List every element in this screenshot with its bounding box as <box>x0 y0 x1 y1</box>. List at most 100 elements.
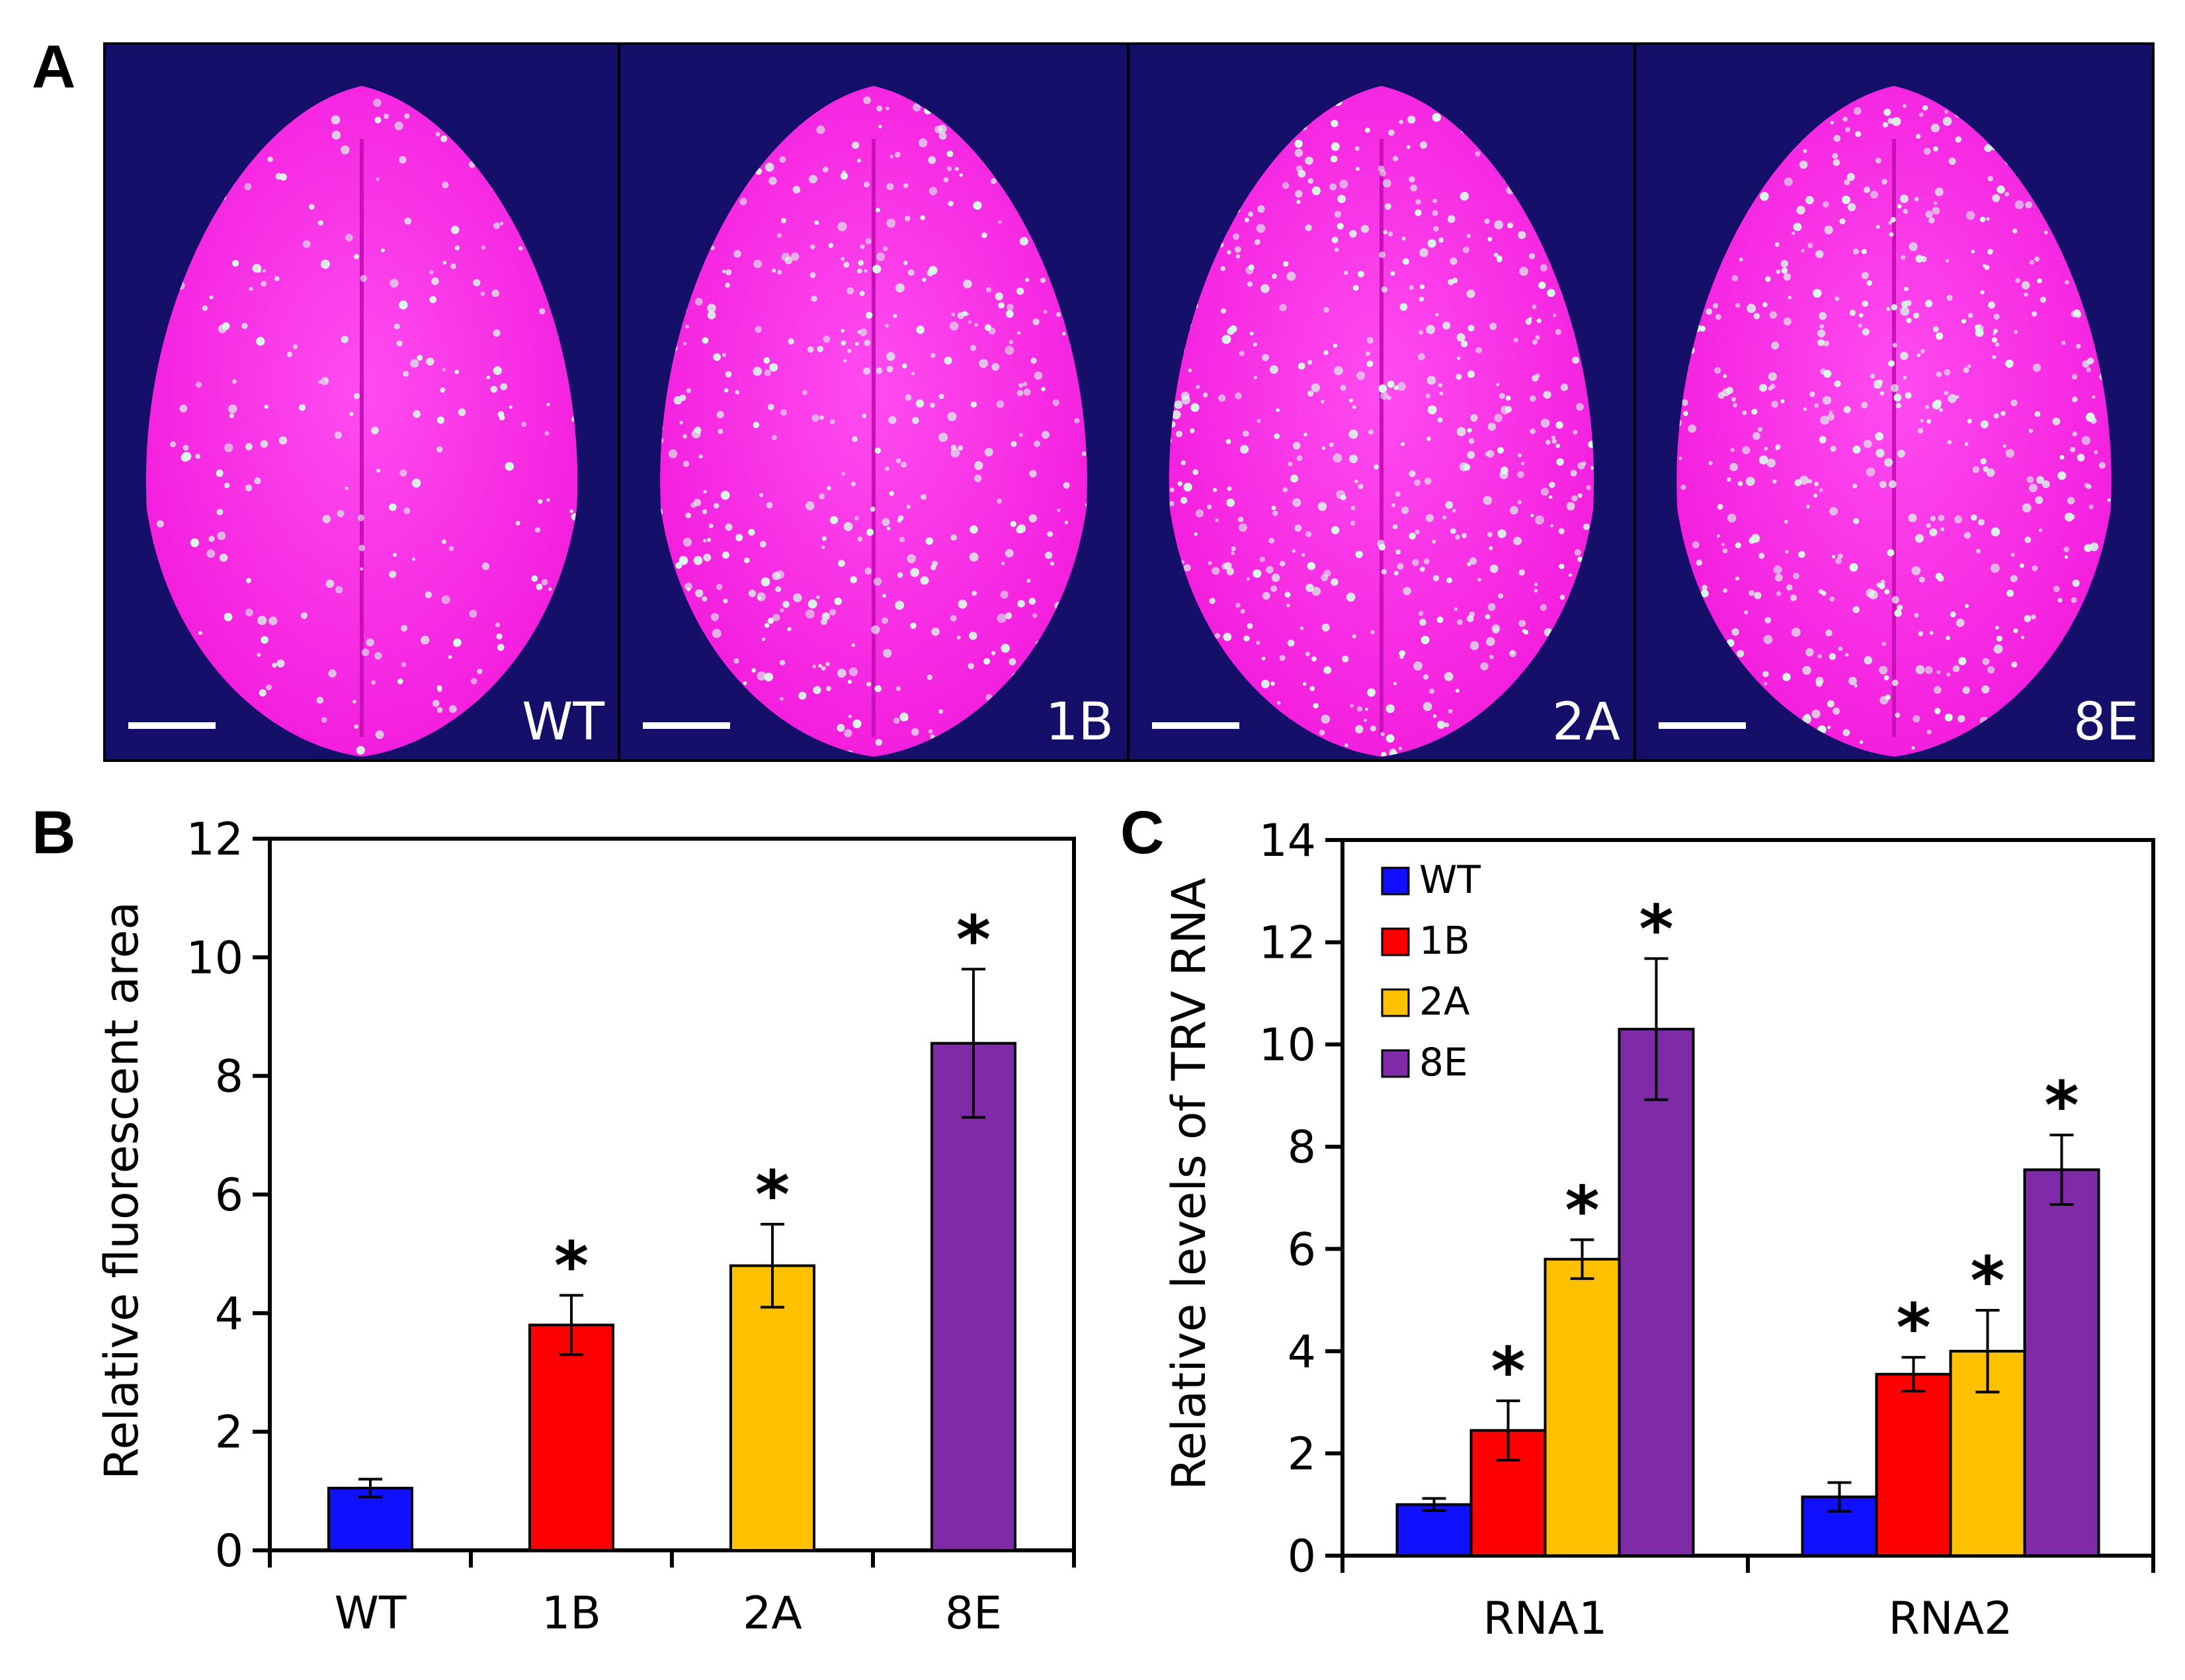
fluorescent-speck <box>1906 317 1912 323</box>
fluorescent-speck <box>825 661 830 667</box>
fluorescent-speck <box>2024 292 2028 297</box>
fluorescent-speck <box>2035 496 2043 505</box>
fluorescent-speck <box>1365 351 1370 357</box>
fluorescent-speck <box>1229 325 1237 333</box>
chart-b-x-tick-label: WT <box>335 1587 407 1640</box>
fluorescent-speck <box>829 516 839 525</box>
fluorescent-speck <box>1832 153 1838 159</box>
fluorescent-speck <box>1274 433 1280 439</box>
fluorescent-speck <box>1385 734 1395 743</box>
fluorescent-speck <box>1984 144 1992 152</box>
fluorescent-speck <box>911 728 919 736</box>
fluorescent-speck <box>1342 655 1349 663</box>
fluorescent-speck <box>249 286 253 291</box>
fluorescent-speck <box>1403 587 1411 595</box>
fluorescent-speck <box>1349 230 1357 238</box>
fluorescent-speck <box>950 321 959 331</box>
fluorescent-speck <box>1399 650 1406 657</box>
fluorescent-speck <box>1827 726 1831 730</box>
fluorescent-speck <box>903 261 908 265</box>
fluorescent-speck <box>2005 359 2014 368</box>
chart-c-x-tick-label: RNA2 <box>1889 1593 2013 1645</box>
chart-b-x-tick-label: 1B <box>542 1587 601 1640</box>
fluorescent-speck <box>334 431 342 439</box>
fluorescent-speck <box>772 614 780 622</box>
fluorescent-speck <box>1832 554 1836 559</box>
fluorescent-speck <box>1352 405 1356 409</box>
fluorescent-speck <box>1897 450 1905 458</box>
legend-swatch-wt <box>1381 866 1410 896</box>
fluorescent-speck <box>1045 551 1053 560</box>
fluorescent-speck <box>1494 413 1503 423</box>
fluorescent-speck <box>844 729 852 737</box>
fluorescent-speck <box>851 643 856 648</box>
fluorescent-speck <box>1875 157 1881 164</box>
fluorescent-speck <box>1569 573 1572 577</box>
fluorescent-speck <box>779 156 786 163</box>
fluorescent-speck <box>1276 408 1280 412</box>
fluorescent-speck <box>958 599 968 609</box>
fluorescent-speck <box>1259 556 1265 562</box>
fluorescent-speck <box>1286 271 1296 281</box>
fluorescent-speck <box>1518 231 1526 239</box>
fluorescent-speck <box>361 648 370 657</box>
fluorescent-speck <box>843 522 853 531</box>
fluorescent-speck <box>1773 565 1782 574</box>
fluorescent-speck <box>1203 392 1208 398</box>
fluorescent-speck <box>1785 550 1789 554</box>
fluorescent-speck <box>1861 249 1867 255</box>
fluorescent-speck <box>1722 548 1728 554</box>
fluorescent-speck <box>1975 328 1984 337</box>
fluorescent-speck <box>1492 626 1500 634</box>
fluorescent-speck <box>393 323 400 330</box>
fluorescent-speck <box>1782 673 1791 681</box>
fluorescent-speck <box>1967 419 1972 424</box>
fluorescent-speck <box>720 491 730 500</box>
fluorescent-speck <box>1955 395 1959 399</box>
fluorescent-speck <box>764 163 774 172</box>
fluorescent-speck <box>2013 628 2018 634</box>
fluorescent-speck <box>1448 278 1454 286</box>
fluorescent-speck <box>2057 471 2067 480</box>
fluorescent-speck <box>1409 285 1414 290</box>
fluorescent-speck <box>495 622 501 628</box>
fluorescent-speck <box>1980 458 1987 465</box>
fluorescent-speck <box>1176 431 1182 437</box>
fluorescent-speck <box>837 222 847 231</box>
fluorescent-speck <box>1340 494 1346 501</box>
fluorescent-speck <box>1444 672 1454 681</box>
fluorescent-speck <box>1456 374 1462 380</box>
fluorescent-speck <box>1344 743 1348 747</box>
fluorescent-speck <box>948 200 954 206</box>
chart-c-significance-star: * <box>1565 1171 1599 1249</box>
fluorescent-speck <box>2024 536 2032 544</box>
fluorescent-speck <box>1534 582 1538 587</box>
fluorescent-speck <box>403 370 409 377</box>
fluorescent-speck <box>1030 357 1037 364</box>
fluorescent-speck <box>1758 455 1768 465</box>
fluorescent-speck <box>1321 399 1325 403</box>
fluorescent-speck <box>1192 469 1198 476</box>
fluorescent-speck <box>1866 588 1876 598</box>
fluorescent-speck <box>1766 458 1776 468</box>
fluorescent-speck <box>1239 523 1247 532</box>
fluorescent-speck <box>1395 491 1401 497</box>
fluorescent-speck <box>1466 289 1475 298</box>
fluorescent-speck <box>1028 597 1036 605</box>
fluorescent-speck <box>1920 349 1925 354</box>
fluorescent-speck <box>2029 259 2034 265</box>
fluorescent-speck <box>217 531 226 540</box>
fluorescent-speck <box>1854 684 1858 688</box>
fluorescent-speck <box>328 669 337 678</box>
fluorescent-speck <box>1319 730 1325 735</box>
fluorescent-speck <box>2107 498 2111 502</box>
fluorescent-speck <box>1971 514 1977 521</box>
fluorescent-speck <box>1853 518 1860 525</box>
fluorescent-speck <box>1221 335 1231 345</box>
fluorescent-speck <box>991 651 996 655</box>
fluorescent-speck <box>1783 317 1792 326</box>
fluorescent-speck <box>1005 345 1014 355</box>
fluorescent-speck <box>863 96 871 105</box>
fluorescent-speck <box>1256 640 1260 645</box>
fluorescent-speck <box>693 556 703 566</box>
